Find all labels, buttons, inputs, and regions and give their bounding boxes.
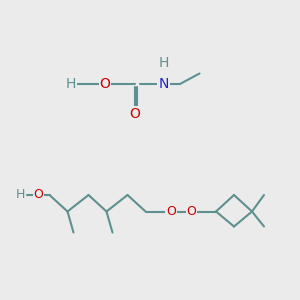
- Text: O: O: [166, 205, 176, 218]
- Text: O: O: [130, 107, 140, 121]
- Text: H: H: [65, 77, 76, 91]
- Text: H: H: [16, 188, 25, 202]
- Text: N: N: [158, 77, 169, 91]
- Text: H: H: [158, 56, 169, 70]
- Text: O: O: [100, 77, 110, 91]
- Text: O: O: [187, 205, 196, 218]
- Text: O: O: [34, 188, 43, 202]
